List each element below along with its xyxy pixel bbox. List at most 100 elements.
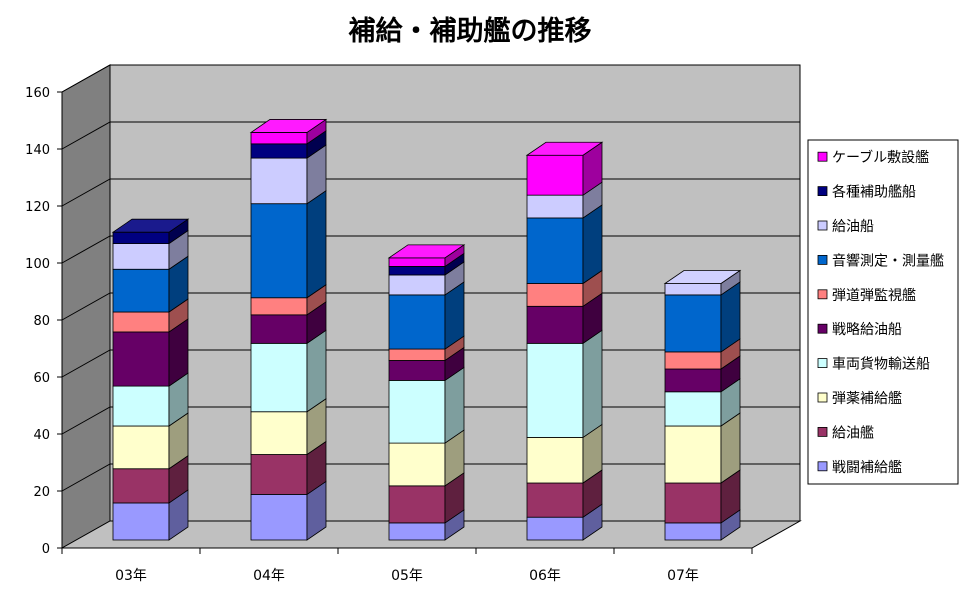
bar-segment bbox=[664, 509, 741, 541]
bar-segment bbox=[526, 204, 603, 285]
legend-item: ケーブル敷設艦 bbox=[817, 149, 929, 166]
legend-label: 音響測定・測量艦 bbox=[832, 252, 944, 269]
bar-front bbox=[250, 454, 308, 495]
bar-front bbox=[388, 265, 446, 276]
bar-front bbox=[112, 231, 170, 244]
bar-front bbox=[112, 268, 170, 313]
x-tick-label: 06年 bbox=[529, 568, 561, 584]
y-axis: 0 20 40 60 80 100 120 140 160 bbox=[25, 86, 63, 557]
legend-swatch bbox=[817, 426, 828, 437]
legend-swatch bbox=[817, 186, 828, 197]
legend-item: 弾薬補給艦 bbox=[817, 391, 902, 407]
bar-side bbox=[582, 204, 603, 285]
bar-segment bbox=[526, 181, 603, 219]
bar-segment bbox=[250, 189, 327, 299]
legend-label: 弾道弾監視艦 bbox=[832, 287, 916, 304]
bar-top bbox=[249, 119, 328, 133]
bars bbox=[111, 118, 742, 541]
bar-segment bbox=[111, 218, 190, 245]
y-tick-label: 60 bbox=[33, 371, 50, 386]
legend-swatch bbox=[817, 220, 828, 231]
bar-front bbox=[388, 257, 446, 267]
bar-top bbox=[387, 244, 466, 259]
bar-front bbox=[388, 360, 446, 381]
bar-segment bbox=[250, 301, 327, 345]
legend-swatch bbox=[817, 254, 828, 265]
y-tick-label: 160 bbox=[25, 86, 50, 101]
bar-segment bbox=[388, 366, 465, 444]
legend-item: 戦闘補給艦 bbox=[817, 460, 902, 476]
bar-front bbox=[112, 243, 170, 270]
bar-segment bbox=[526, 469, 603, 518]
bar-front bbox=[250, 143, 308, 159]
legend-item: 給油船 bbox=[817, 219, 874, 235]
x-tick-label: 05年 bbox=[391, 568, 423, 584]
bar-segment bbox=[526, 269, 603, 308]
bar-front bbox=[526, 194, 584, 219]
legend-label: 各種補助艦船 bbox=[832, 185, 916, 201]
bar-front bbox=[526, 305, 584, 344]
bar-segment bbox=[525, 141, 604, 196]
legend-label: 給油船 bbox=[832, 219, 874, 235]
bar-front bbox=[112, 385, 170, 427]
legend-swatch bbox=[817, 151, 828, 162]
bar-front bbox=[250, 411, 308, 455]
legend-item: 各種補助艦船 bbox=[817, 185, 916, 201]
y-tick-label: 0 bbox=[42, 542, 50, 557]
bar-segment bbox=[112, 412, 189, 470]
bar-front bbox=[388, 442, 446, 487]
bar-segment bbox=[664, 412, 741, 484]
gridline bbox=[61, 64, 800, 93]
x-axis: 03年 04年 05年 06年 07年 bbox=[61, 547, 753, 584]
legend-swatch bbox=[817, 461, 828, 472]
bar-front bbox=[388, 379, 446, 444]
bar-segment bbox=[250, 397, 327, 456]
bar-segment bbox=[112, 372, 189, 427]
bar-front bbox=[250, 157, 308, 205]
y-tick-label: 100 bbox=[25, 257, 50, 272]
bar-segment bbox=[388, 509, 465, 541]
bar-front bbox=[526, 436, 584, 484]
bar-side bbox=[306, 189, 327, 299]
x-tick-label: 07年 bbox=[667, 568, 699, 584]
bar-front bbox=[250, 297, 308, 316]
bar-segment bbox=[250, 440, 327, 496]
bar-segment bbox=[526, 292, 603, 345]
y-tick-label: 40 bbox=[33, 428, 50, 443]
bar-segment bbox=[663, 269, 742, 296]
bar-front bbox=[250, 314, 308, 344]
bar-front bbox=[112, 468, 170, 504]
bar-top bbox=[663, 270, 742, 284]
x-tick-label: 04年 bbox=[253, 568, 285, 584]
y-tick-label: 80 bbox=[33, 314, 50, 329]
bar-front bbox=[250, 203, 308, 299]
bar-front bbox=[526, 283, 584, 307]
legend-item: 給油艦 bbox=[817, 425, 874, 441]
bar-segment bbox=[388, 281, 465, 350]
bar-side bbox=[582, 329, 603, 439]
x-tick-label: 03年 bbox=[115, 568, 147, 584]
bar-front bbox=[388, 485, 446, 524]
legend-label: ケーブル敷設艦 bbox=[832, 149, 929, 166]
bar-front bbox=[664, 283, 722, 296]
legend-item: 戦略給油船 bbox=[817, 322, 902, 338]
legend-label: 弾薬補給艦 bbox=[832, 391, 902, 407]
bar-side bbox=[306, 329, 327, 413]
legend-swatch bbox=[817, 392, 828, 403]
bar-front bbox=[250, 342, 308, 413]
bar-segment bbox=[112, 318, 189, 387]
bar-front bbox=[388, 274, 446, 296]
bar-front bbox=[526, 217, 584, 284]
bar-front bbox=[112, 425, 170, 470]
bar-front bbox=[664, 351, 722, 370]
y-tick-label: 120 bbox=[25, 200, 50, 215]
bar-front bbox=[112, 502, 170, 541]
legend-swatch bbox=[817, 323, 828, 334]
bar-segment bbox=[526, 423, 603, 484]
bar-front bbox=[664, 368, 722, 393]
bar-top bbox=[525, 141, 604, 156]
bar-segment bbox=[112, 255, 189, 313]
bar-front bbox=[388, 522, 446, 541]
legend-item: 車両貨物輸送船 bbox=[817, 356, 930, 373]
